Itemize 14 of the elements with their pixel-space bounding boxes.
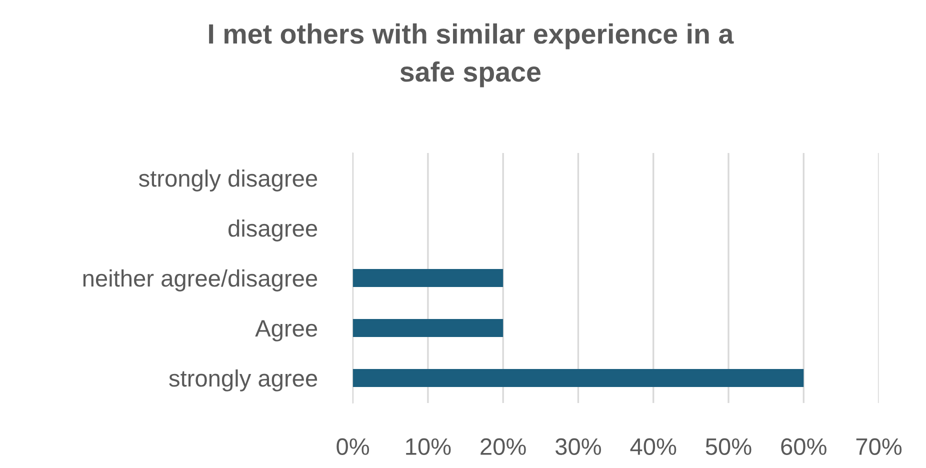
y-tick-label: disagree (228, 219, 318, 242)
y-tick-label: neither agree/disagree (83, 269, 318, 292)
x-tick-label: 70% (856, 438, 902, 456)
x-tick-label: 20% (480, 438, 526, 456)
x-tick-label: 10% (406, 438, 451, 456)
x-tick-label: 50% (706, 438, 752, 456)
x-tick-label: 0% (336, 438, 370, 456)
x-tick-label: 30% (555, 438, 602, 456)
x-tick-label: 40% (630, 438, 676, 456)
y-tick-label: strongly agree (169, 369, 318, 392)
y-tick-label: Agree (255, 320, 318, 342)
chart-title: I met others with similar experience in a safe space (209, 23, 734, 88)
y-tick-label: strongly disagree (138, 169, 318, 192)
x-tick-label: 60% (781, 438, 826, 456)
